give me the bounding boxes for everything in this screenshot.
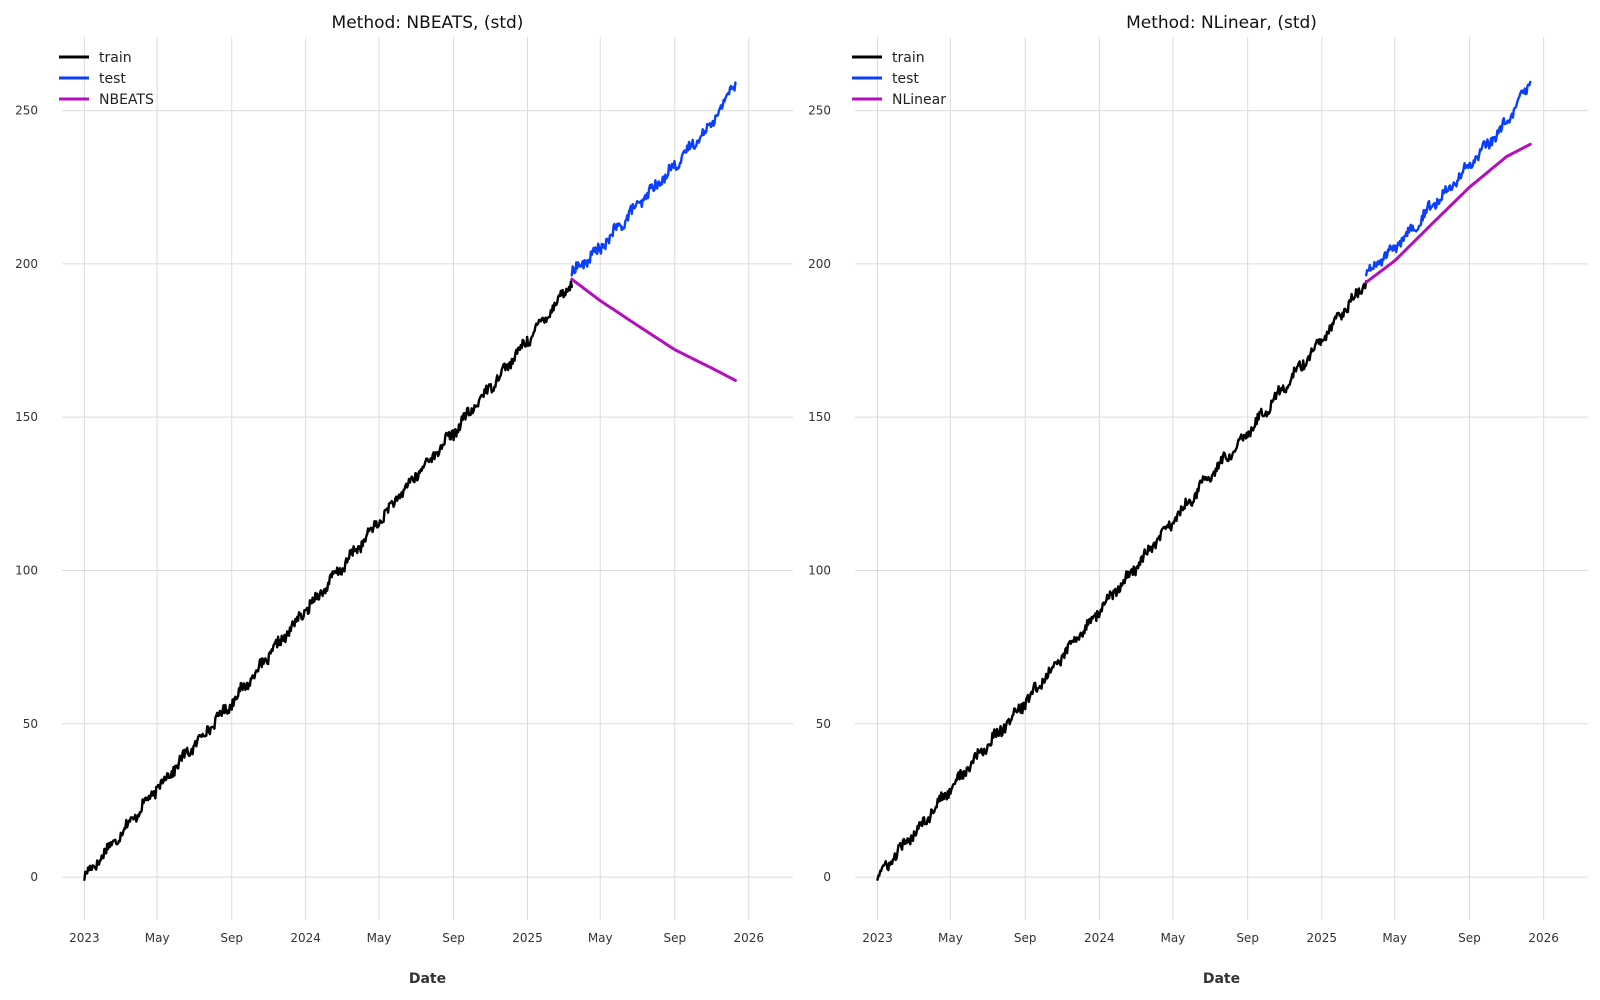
x-tick-label: Sep bbox=[220, 931, 243, 945]
y-tick-label: 200 bbox=[808, 257, 831, 271]
y-tick-label: 250 bbox=[808, 104, 831, 118]
legend-label: test bbox=[892, 71, 919, 87]
x-axis-label: Date bbox=[409, 971, 446, 987]
series-line bbox=[83, 280, 573, 881]
x-axis-label: Date bbox=[1203, 971, 1240, 987]
series-nlinear bbox=[1364, 142, 1532, 284]
x-tick-label: Sep bbox=[1458, 931, 1481, 945]
x-tick-label: May bbox=[367, 931, 392, 945]
y-tick-label: 50 bbox=[816, 717, 831, 731]
x-tick-label: Sep bbox=[1014, 931, 1037, 945]
chart-title: Method: NBEATS, (std) bbox=[332, 13, 524, 33]
panel-nlinear: 2023 May Sep 2024 May Sep 2025 May Sep 2026 0 50 100… bbox=[808, 13, 1588, 987]
x-tick-label: 2023 bbox=[862, 931, 893, 945]
x-tick-label: 2024 bbox=[290, 931, 321, 945]
x-tick-label: May bbox=[938, 931, 963, 945]
series-line bbox=[1364, 142, 1532, 284]
y-tick-label: 100 bbox=[808, 563, 831, 577]
legend-label: train bbox=[99, 50, 132, 66]
panel-nbeats: 2023 May Sep 2024 May Sep 2025 May Sep 2026 0 50 100… bbox=[15, 13, 793, 987]
legend: train test NLinear bbox=[852, 50, 946, 108]
x-tick-label: May bbox=[1382, 931, 1407, 945]
x-tick-label: 2024 bbox=[1084, 931, 1115, 945]
x-tick-label: 2026 bbox=[733, 931, 764, 945]
x-tick-label: Sep bbox=[663, 931, 686, 945]
x-tick-label: 2026 bbox=[1528, 931, 1559, 945]
legend-label: test bbox=[99, 71, 126, 87]
series-line bbox=[570, 81, 737, 277]
legend: train test NBEATS bbox=[59, 50, 154, 108]
grid bbox=[62, 37, 793, 920]
y-tick-label: 50 bbox=[23, 717, 38, 731]
legend-label: NLinear bbox=[892, 92, 946, 108]
y-tick-label: 150 bbox=[808, 410, 831, 424]
x-tick-label: 2025 bbox=[1307, 931, 1338, 945]
grid bbox=[855, 37, 1588, 920]
x-tick-label: Sep bbox=[442, 931, 465, 945]
series-test bbox=[570, 81, 737, 277]
series-train bbox=[83, 280, 573, 881]
series-line bbox=[876, 280, 1368, 881]
series-test bbox=[1365, 80, 1532, 277]
series-line bbox=[1365, 80, 1532, 277]
x-tick-label: May bbox=[145, 931, 170, 945]
x-tick-label: May bbox=[1160, 931, 1185, 945]
x-tick-label: Sep bbox=[1236, 931, 1259, 945]
y-tick-label: 0 bbox=[30, 870, 38, 884]
x-tick-label: 2023 bbox=[69, 931, 100, 945]
y-tick-label: 250 bbox=[15, 104, 38, 118]
y-tick-label: 0 bbox=[823, 870, 831, 884]
y-tick-label: 100 bbox=[15, 563, 38, 577]
y-tick-label: 150 bbox=[15, 410, 38, 424]
chart-title: Method: NLinear, (std) bbox=[1126, 13, 1317, 33]
legend-label: NBEATS bbox=[99, 92, 154, 108]
legend-label: train bbox=[892, 50, 925, 66]
x-tick-label: 2025 bbox=[512, 931, 543, 945]
series-nbeats bbox=[570, 277, 737, 382]
x-tick-label: May bbox=[588, 931, 613, 945]
y-tick-label: 200 bbox=[15, 257, 38, 271]
series-line bbox=[570, 277, 737, 382]
series-train bbox=[876, 280, 1368, 881]
